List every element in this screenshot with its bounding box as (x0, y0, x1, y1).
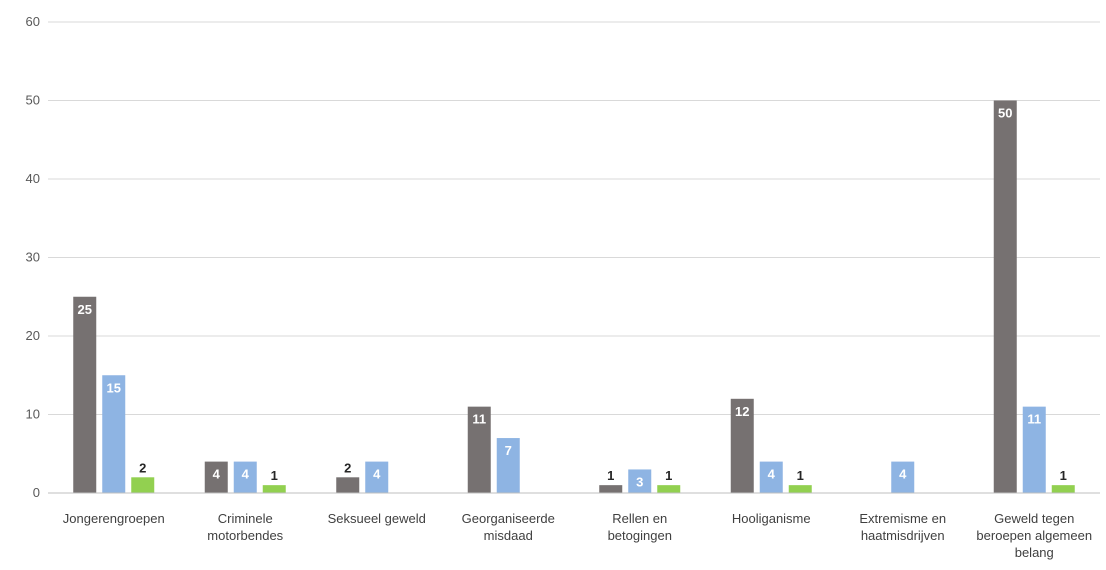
bar (759, 461, 783, 493)
data-label: 11 (472, 412, 486, 427)
y-tick-label: 60 (26, 14, 40, 29)
data-label: 1 (607, 468, 614, 483)
data-label: 11 (1027, 412, 1041, 427)
category-label: Rellen en betogingen (608, 511, 672, 543)
category-label: Geweld tegen beroepen algemeen belang (976, 511, 1092, 560)
bar (599, 485, 623, 493)
data-label: 1 (797, 468, 804, 483)
data-label: 4 (373, 467, 381, 482)
data-label: 1 (271, 468, 278, 483)
bar (730, 398, 754, 493)
bar (204, 461, 228, 493)
category-label: Jongerengroepen (63, 511, 165, 526)
data-label: 12 (735, 404, 749, 419)
bar (993, 100, 1017, 493)
bar (1051, 485, 1075, 493)
category-label: Hooliganisme (732, 511, 811, 526)
bar (73, 296, 97, 493)
bar (891, 461, 915, 493)
bar (1022, 406, 1046, 493)
bar (233, 461, 257, 493)
data-label: 1 (1060, 468, 1067, 483)
bar (496, 438, 520, 493)
y-axis: 0 10 20 30 40 50 60 (26, 14, 40, 500)
data-label: 4 (213, 467, 221, 482)
category-label: Georganiseerde misdaad (462, 511, 555, 543)
y-tick-label: 0 (33, 485, 40, 500)
bar (131, 477, 155, 493)
bar (628, 469, 652, 493)
bar (365, 461, 389, 493)
bars (73, 100, 1075, 493)
data-label: 2 (344, 460, 351, 475)
data-label: 7 (505, 443, 512, 458)
y-tick-label: 30 (26, 250, 40, 265)
y-tick-label: 50 (26, 93, 40, 108)
category-label: Seksueel geweld (328, 511, 426, 526)
category-label: Extremisme en haatmisdrijven (859, 511, 946, 543)
data-label: 1 (665, 468, 672, 483)
bar (336, 477, 360, 493)
data-label: 25 (78, 302, 92, 317)
data-label: 3 (636, 474, 643, 489)
data-label: 4 (899, 467, 907, 482)
x-axis: Jongerengroepen Criminele motorbendes Seksu… (48, 492, 1100, 560)
y-tick-label: 20 (26, 328, 40, 343)
y-tick-label: 40 (26, 171, 40, 186)
data-label: 15 (107, 380, 121, 395)
data-label: 2 (139, 460, 146, 475)
bar (657, 485, 681, 493)
bar (788, 485, 812, 493)
gridlines (48, 21, 1100, 494)
bar (467, 406, 491, 493)
y-tick-label: 10 (26, 407, 40, 422)
data-label: 4 (768, 467, 776, 482)
category-label: Criminele motorbendes (207, 511, 283, 543)
bar (262, 485, 286, 493)
bar (102, 375, 126, 493)
data-label: 50 (998, 106, 1012, 121)
data-label: 4 (242, 467, 250, 482)
